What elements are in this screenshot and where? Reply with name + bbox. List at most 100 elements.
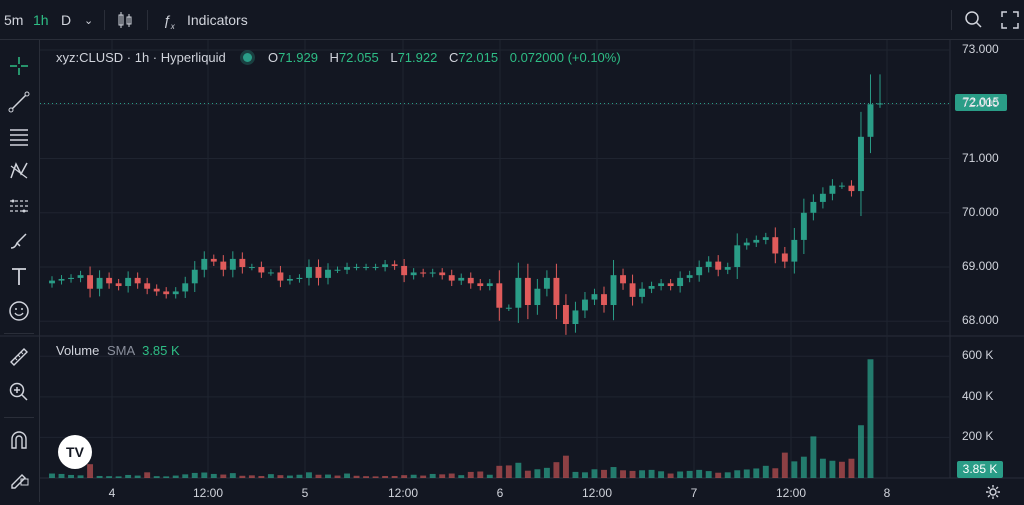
candle-body — [96, 277, 103, 289]
time-tick-label: 12:00 — [775, 486, 807, 500]
tradingview-logo[interactable]: TV — [58, 435, 92, 469]
settings-gear-icon[interactable] — [985, 484, 1001, 505]
text-icon[interactable] — [5, 262, 33, 290]
candle-body — [68, 277, 74, 279]
volume-bar — [258, 475, 265, 478]
price-tick-label: 69.000 — [962, 259, 999, 274]
candle-body — [572, 310, 579, 325]
volume-bar — [867, 359, 874, 478]
volume-bar — [134, 475, 141, 478]
time-tick-label: 12:00 — [387, 486, 419, 500]
crosshair-icon[interactable] — [5, 52, 33, 80]
candle-body — [334, 269, 341, 271]
volume-bar — [153, 476, 160, 478]
symbol-title[interactable]: xyz:CLUSD · 1h · Hyperliquid — [56, 50, 226, 65]
last-price-tag: 72.015 — [955, 94, 1007, 112]
volume-bar — [96, 475, 103, 478]
timeframe-5m[interactable]: 5m — [4, 12, 24, 28]
search-zoom-icon[interactable] — [964, 10, 984, 35]
candle-body — [819, 193, 826, 202]
volume-bar — [553, 462, 560, 478]
volume-bar — [496, 465, 503, 478]
ohlc-high-label: H — [329, 50, 339, 65]
candle-body — [743, 242, 750, 246]
lock-drawing-icon[interactable] — [5, 464, 33, 492]
candle-body — [229, 258, 236, 270]
symbol-legend: xyz:CLUSD · 1h · Hyperliquid O71.929 H72… — [56, 50, 621, 65]
volume-bar — [344, 473, 350, 478]
chevron-down-icon[interactable]: ⌄ — [84, 15, 94, 27]
candle-body — [153, 288, 160, 292]
timeframe-d[interactable]: D — [61, 12, 72, 28]
volume-bar — [562, 455, 569, 478]
volume-bar — [486, 474, 493, 478]
volume-bar — [248, 475, 255, 478]
candle-body — [715, 261, 722, 270]
horizontal-lines-icon[interactable] — [5, 122, 33, 150]
candle-body — [582, 299, 588, 311]
volume-bar — [163, 476, 170, 478]
zoom-in-icon[interactable] — [5, 378, 33, 406]
candle-body — [800, 212, 807, 240]
brush-icon[interactable] — [5, 227, 33, 255]
volume-bar — [410, 474, 417, 478]
magnet-icon[interactable] — [5, 427, 33, 455]
candle-body — [239, 258, 246, 268]
fullscreen-icon[interactable] — [1000, 10, 1020, 35]
volume-bar — [848, 458, 855, 478]
candle-body — [562, 305, 569, 325]
volume-bar — [267, 474, 274, 478]
candle-body — [248, 267, 255, 269]
function-icon[interactable]: ƒx — [163, 12, 175, 31]
candle-body — [696, 267, 703, 276]
volume-bar — [791, 461, 798, 478]
candle-body — [858, 136, 864, 192]
candle-body — [734, 245, 741, 268]
volume-bar — [49, 473, 55, 478]
candle-body — [610, 275, 617, 306]
volume-bar — [125, 474, 132, 478]
price-tick-label: 70.000 — [962, 204, 999, 219]
ruler-icon[interactable] — [5, 343, 33, 371]
candle-body — [534, 288, 541, 306]
candle-body — [724, 267, 731, 270]
time-tick-label: 8 — [883, 486, 891, 500]
candle-body — [382, 264, 389, 268]
candle-body — [315, 267, 322, 278]
volume-bar — [724, 472, 731, 478]
volume-bar — [306, 472, 312, 478]
candle-body — [163, 291, 170, 295]
candle-body — [286, 278, 293, 281]
timeframe-1h[interactable]: 1h — [33, 12, 49, 28]
ohlc-open-label: O — [268, 50, 279, 65]
candle-body — [49, 280, 55, 284]
candle-body — [191, 269, 198, 284]
candle-body — [543, 277, 550, 289]
emoji-icon[interactable] — [5, 297, 33, 325]
ohlc-close-label: C — [448, 50, 459, 65]
volume-bar — [172, 475, 179, 478]
indicators-button[interactable]: Indicators — [187, 12, 248, 28]
volume-label[interactable]: Volume — [56, 343, 100, 358]
candle-body — [458, 277, 465, 281]
volume-bar — [363, 476, 370, 478]
volume-bar — [753, 468, 760, 478]
candle-body — [372, 267, 379, 269]
candle-body — [210, 258, 217, 262]
volume-bar — [382, 475, 389, 478]
candle-body — [524, 277, 531, 306]
trend-line-icon[interactable] — [5, 88, 33, 116]
volume-bar — [705, 471, 712, 478]
candle-body — [220, 261, 227, 270]
time-tick-label: 7 — [690, 486, 698, 500]
candle-body — [601, 294, 607, 306]
pattern-icon[interactable] — [5, 157, 33, 185]
candles-icon[interactable] — [115, 10, 135, 35]
volume-bar — [524, 470, 531, 478]
candle-body — [486, 283, 493, 287]
volume-bar — [87, 464, 94, 478]
candle-body — [620, 275, 626, 284]
measure-icon[interactable] — [5, 192, 33, 220]
volume-bar — [810, 436, 817, 478]
